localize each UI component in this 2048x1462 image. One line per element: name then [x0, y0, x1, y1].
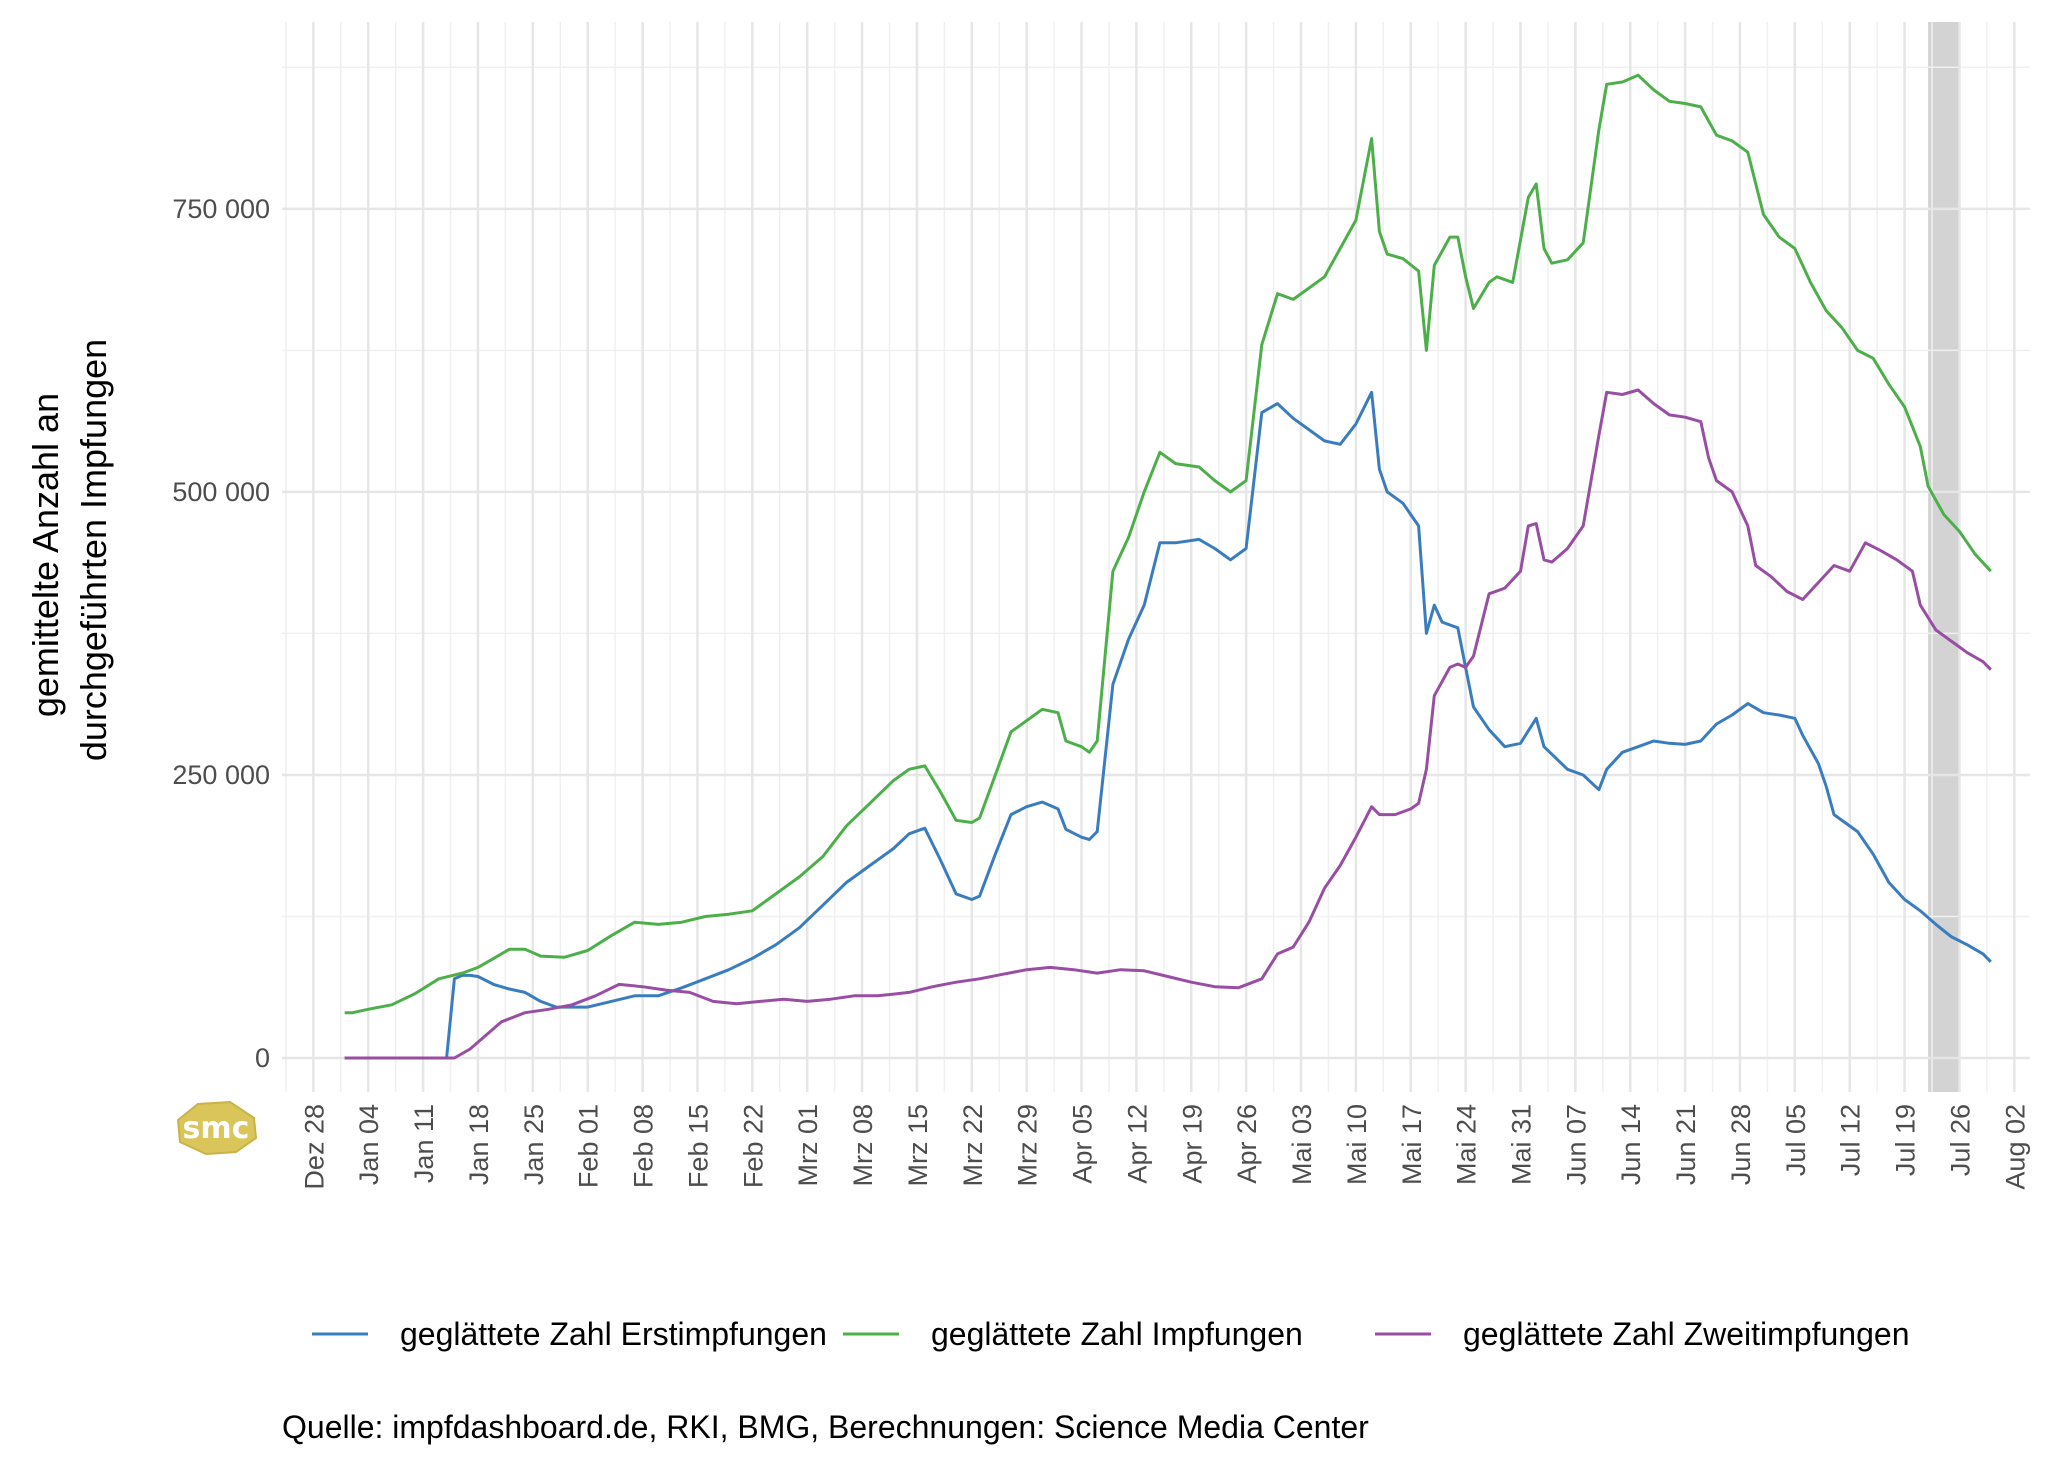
- x-tick-label: Jan 18: [464, 1104, 494, 1185]
- legend-label-1: geglättete Zahl Erstimpfungen: [400, 1316, 827, 1352]
- x-tick-label: Feb 01: [574, 1104, 604, 1188]
- x-tick-label: Mrz 08: [848, 1104, 878, 1187]
- y-axis-title: gemittelte Anzahl an durchgeführten Impf…: [25, 339, 114, 761]
- x-tick-label: Mai 24: [1452, 1104, 1482, 1185]
- x-tick-label: Apr 05: [1068, 1104, 1098, 1184]
- series-line-2: [344, 73, 1992, 1015]
- x-tick-label: Mai 17: [1397, 1104, 1427, 1185]
- series-line-3: [344, 388, 1992, 1060]
- y-tick-label: 500 000: [172, 477, 270, 507]
- x-tick-label: Apr 26: [1232, 1104, 1262, 1184]
- x-tick-label: Jul 19: [1891, 1104, 1921, 1176]
- x-tick-label: Mai 03: [1287, 1104, 1317, 1185]
- y-tick-label: 0: [255, 1043, 270, 1073]
- y-axis-title-line-2: durchgeführten Impfungen: [73, 339, 114, 761]
- x-tick-label: Jun 14: [1616, 1104, 1646, 1185]
- x-tick-label: Dez 28: [299, 1104, 329, 1190]
- x-tick-label: Jun 28: [1726, 1104, 1756, 1185]
- x-tick-label: Mrz 22: [958, 1104, 988, 1187]
- x-tick-label: Aug 02: [2000, 1104, 2030, 1190]
- x-tick-label: Mai 31: [1506, 1104, 1536, 1185]
- x-tick-label: Mrz 29: [1013, 1104, 1043, 1187]
- legend: geglättete Zahl Erstimpfungen geglättete …: [312, 1316, 1909, 1352]
- x-tick-label: Jun 07: [1561, 1104, 1591, 1185]
- x-tick-label: Mai 10: [1342, 1104, 1372, 1185]
- source-caption: Quelle: impfdashboard.de, RKI, BMG, Bere…: [282, 1409, 1369, 1445]
- y-tick-label: 250 000: [172, 760, 270, 790]
- x-tick-label: Jun 21: [1671, 1104, 1701, 1185]
- x-tick-label: Feb 15: [683, 1104, 713, 1188]
- x-tick-label: Jan 11: [409, 1104, 439, 1183]
- x-tick-label: Mrz 15: [903, 1104, 933, 1187]
- x-tick-label: Feb 08: [629, 1104, 659, 1188]
- y-axis-title-line-1: gemittelte Anzahl an: [25, 393, 66, 717]
- highlight-band-layer: [1928, 22, 1960, 1092]
- smc-logo-shape: [176, 1100, 258, 1156]
- series-line-1: [344, 390, 1992, 1060]
- x-tick-label: Apr 19: [1177, 1104, 1207, 1184]
- smc-logo: smc: [176, 1100, 258, 1156]
- x-tick-label: Mrz 01: [793, 1104, 823, 1187]
- x-tick-label: Feb 22: [738, 1104, 768, 1188]
- series-layer: [344, 73, 1992, 1060]
- y-tick-label: 750 000: [172, 194, 270, 224]
- legend-label-2: geglättete Zahl Impfungen: [931, 1316, 1303, 1352]
- x-tick-label: Apr 12: [1122, 1104, 1152, 1184]
- x-tick-labels: Dez 28 Jan 04 Jan 11 Jan 18 Jan 25 Feb 01 Feb …: [299, 1104, 2030, 1190]
- x-tick-label: Jul 05: [1781, 1104, 1811, 1176]
- highlight-band: [1928, 22, 1960, 1092]
- x-tick-label: Jan 25: [519, 1104, 549, 1185]
- x-tick-label: Jul 26: [1945, 1104, 1975, 1176]
- x-tick-label: Jul 12: [1836, 1104, 1866, 1176]
- x-tick-label: Jan 04: [354, 1104, 384, 1185]
- smc-logo-text: smc: [183, 1111, 250, 1146]
- grid-layer: [282, 22, 2030, 1092]
- y-tick-labels: 0 250 000 500 000 750 000: [172, 194, 270, 1073]
- legend-label-3: geglättete Zahl Zweitimpfungen: [1463, 1316, 1909, 1352]
